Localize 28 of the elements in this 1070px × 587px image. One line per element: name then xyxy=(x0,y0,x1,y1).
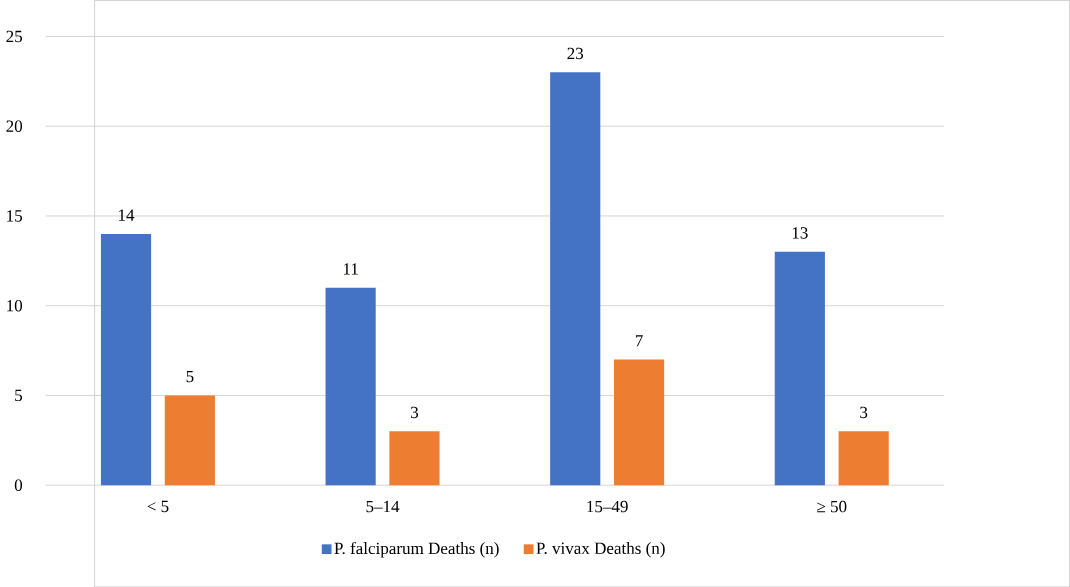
data-label: 23 xyxy=(567,47,584,59)
y-tick-label: 5 xyxy=(15,389,23,401)
bar xyxy=(774,251,825,486)
bar xyxy=(550,72,601,486)
x-tick-label: 15–49 xyxy=(587,500,628,513)
x-tick-label: ≥ 50 xyxy=(817,500,847,513)
y-tick-label: 0 xyxy=(14,479,23,491)
y-tick-label: 10 xyxy=(7,299,23,312)
data-label: 11 xyxy=(343,263,358,275)
bar xyxy=(100,233,152,486)
y-tick-label: 20 xyxy=(6,120,23,132)
data-label: 5 xyxy=(186,370,194,383)
y-tick-label: 25 xyxy=(6,30,23,43)
x-tick-label: < 5 xyxy=(147,500,169,513)
x-tick-label: 5–14 xyxy=(366,500,400,513)
bar xyxy=(389,431,440,486)
data-label: 14 xyxy=(119,209,135,221)
legend-label: P. vivax Deaths (n) xyxy=(536,541,665,558)
data-label: 3 xyxy=(860,406,868,418)
legend-label: P. falciparum Deaths (n) xyxy=(334,541,499,558)
data-label: 7 xyxy=(635,335,643,347)
bar xyxy=(613,359,665,486)
data-label: 13 xyxy=(792,227,808,239)
bar xyxy=(325,287,376,486)
y-tick-label: 15 xyxy=(7,210,23,222)
data-label: 3 xyxy=(411,406,419,418)
bar xyxy=(164,395,215,486)
bar xyxy=(838,431,889,486)
